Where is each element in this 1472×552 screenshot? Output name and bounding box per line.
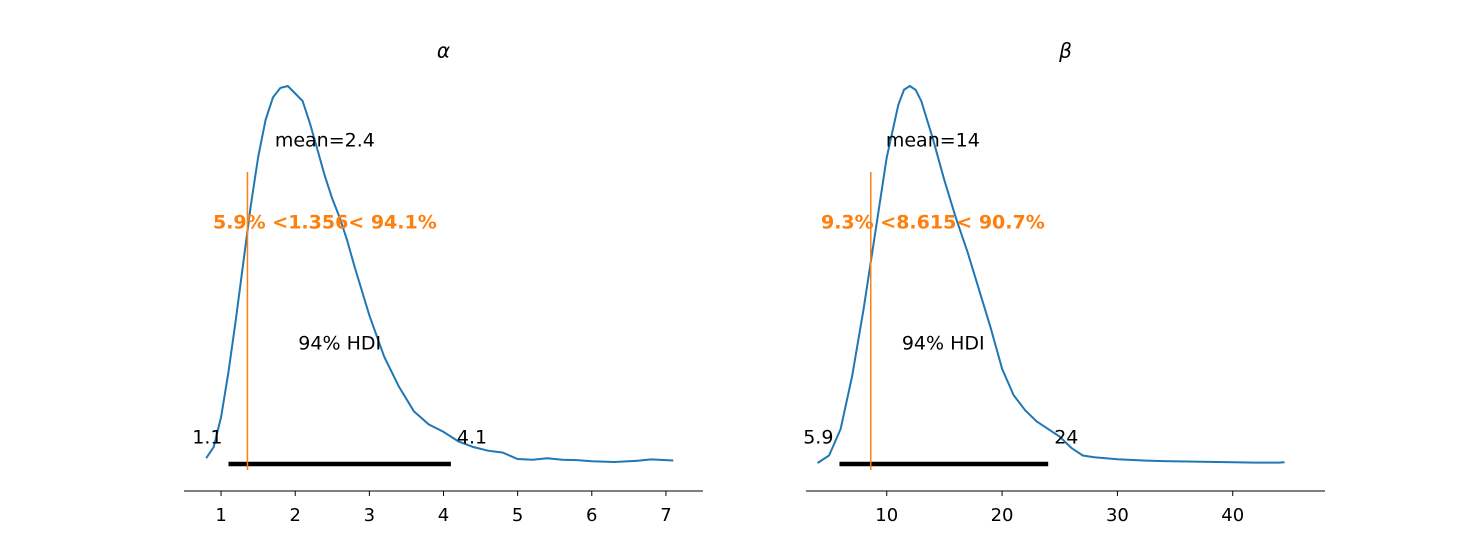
reference-label: 9.3% <8.615< 90.7% bbox=[821, 212, 1045, 234]
density-curve bbox=[205, 84, 674, 464]
x-tick-label: 5 bbox=[512, 505, 523, 526]
x-tick-label: 1 bbox=[215, 505, 226, 526]
mean-label: mean=2.4 bbox=[275, 130, 375, 152]
x-tick-label: 4 bbox=[438, 505, 449, 526]
chart-title: β bbox=[1058, 39, 1072, 63]
x-tick-label: 20 bbox=[991, 505, 1014, 526]
hdi-high-label: 24 bbox=[1054, 427, 1078, 449]
x-tick-label: 3 bbox=[364, 505, 375, 526]
reference-label: 5.9% <1.356< 94.1% bbox=[213, 212, 437, 234]
panel-alpha: α 1 2 3 4 5 6 7 mean=2.4 5.9% <1.356< 94.1% 94% HD… bbox=[184, 39, 703, 526]
hdi-low-label: 1.1 bbox=[192, 427, 222, 449]
hdi-label: 94% HDI bbox=[298, 333, 381, 355]
hdi-low-label: 5.9 bbox=[803, 427, 833, 449]
x-tick-label: 6 bbox=[586, 505, 597, 526]
x-tick-label: 30 bbox=[1106, 505, 1129, 526]
x-tick-label: 2 bbox=[289, 505, 300, 526]
x-tick-label: 7 bbox=[660, 505, 671, 526]
hdi-high-label: 4.1 bbox=[457, 427, 487, 449]
panel-beta: β 10 20 30 40 mean=14 9.3% <8.615< 90.7% 94% HD… bbox=[803, 39, 1325, 526]
chart-title: α bbox=[437, 39, 450, 63]
x-tick-label: 10 bbox=[875, 505, 898, 526]
density-curve bbox=[816, 84, 1285, 464]
x-tick-label: 40 bbox=[1221, 505, 1244, 526]
hdi-label: 94% HDI bbox=[902, 333, 985, 355]
mean-label: mean=14 bbox=[886, 130, 980, 152]
